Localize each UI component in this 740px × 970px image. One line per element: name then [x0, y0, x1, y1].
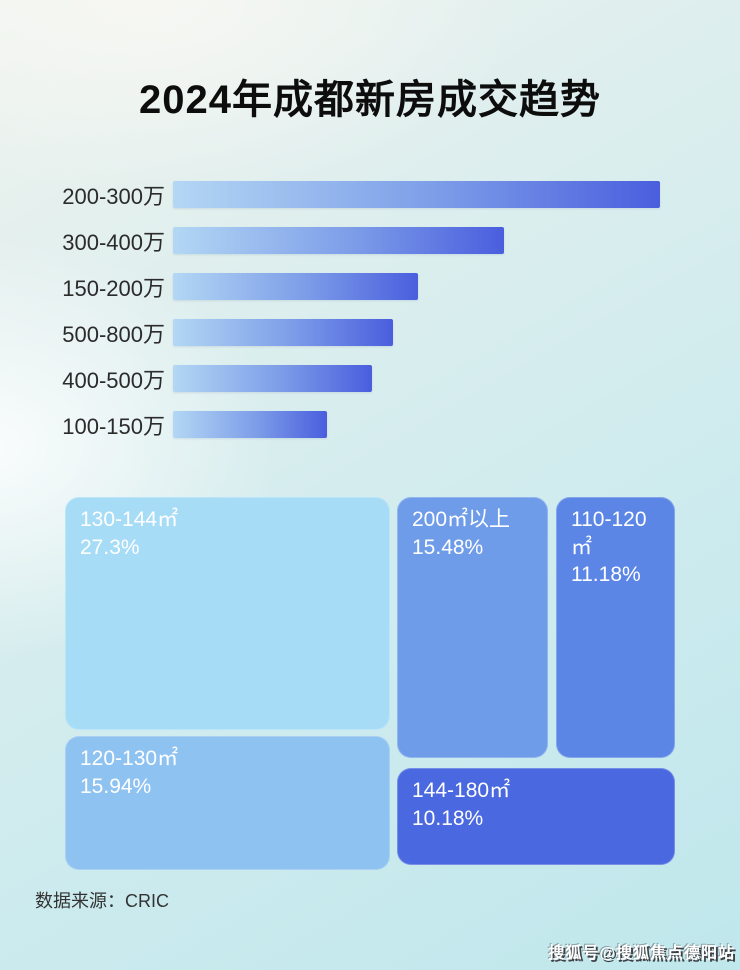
bar-row: 150-200万	[0, 273, 740, 301]
bar-category-label: 150-200万	[62, 275, 165, 301]
bar-row: 300-400万	[0, 227, 740, 255]
treemap-block-label: 120-130㎡	[80, 747, 179, 770]
treemap-block: 120-130㎡ 15.94%	[65, 736, 390, 870]
treemap-block-percent: 15.94%	[80, 774, 152, 798]
bar	[173, 365, 372, 392]
treemap-block: 144-180㎡ 10.18%	[397, 768, 675, 865]
treemap-block-label: 130-144㎡	[80, 508, 179, 531]
bar-row: 500-800万	[0, 319, 740, 347]
bar-category-label: 300-400万	[62, 229, 165, 255]
bar-row: 100-150万	[0, 411, 740, 439]
bar-category-label: 400-500万	[62, 367, 165, 393]
bar	[173, 319, 393, 346]
bar	[173, 227, 504, 254]
bar-category-label: 200-300万	[62, 183, 165, 209]
treemap-block-percent: 15.48%	[412, 535, 484, 559]
treemap-block-percent: 27.3%	[80, 535, 140, 559]
treemap-block-label: 200㎡以上	[412, 508, 511, 531]
bar	[173, 273, 418, 300]
treemap-block-label: 110-120㎡	[571, 508, 647, 559]
data-source-label: 数据来源：CRIC	[35, 891, 169, 911]
treemap-block: 130-144㎡ 27.3%	[65, 497, 390, 730]
price-bar-chart: 200-300万 300-400万 150-200万 500-800万 400-500万…	[0, 181, 740, 457]
treemap-block: 200㎡以上 15.48%	[397, 497, 548, 758]
bar-row: 400-500万	[0, 365, 740, 393]
treemap-block-percent: 11.18%	[571, 563, 641, 587]
bar	[173, 181, 660, 208]
area-treemap: 130-144㎡ 27.3% 120-130㎡ 15.94% 200㎡以上 15.48% 1…	[65, 497, 675, 870]
bar-row: 200-300万	[0, 181, 740, 209]
page-title: 2024年成都新房成交趋势	[139, 77, 601, 122]
bar-category-label: 500-800万	[62, 321, 165, 347]
bar-category-label: 100-150万	[62, 413, 165, 439]
treemap-block-label: 144-180㎡	[412, 779, 511, 802]
watermark-text: 搜狐号@搜狐焦点德阳站	[548, 945, 735, 962]
bar	[173, 411, 327, 438]
treemap-block: 110-120㎡ 11.18%	[556, 497, 675, 758]
treemap-block-percent: 10.18%	[412, 806, 484, 830]
